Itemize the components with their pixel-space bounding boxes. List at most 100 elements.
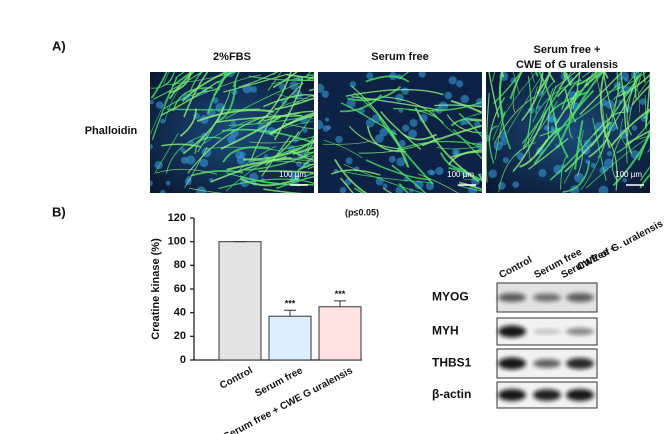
fiber [616,72,619,94]
fiber [436,145,482,150]
fiber [331,169,381,176]
nucleus [180,147,186,153]
fiber [574,120,584,170]
fiber [345,88,444,97]
fiber [155,168,218,175]
fiber [272,72,277,76]
fiber [593,111,625,136]
fiber [637,128,650,161]
fiber [223,73,288,93]
fiber [164,76,189,122]
fiber [579,72,624,115]
fiber [168,72,192,94]
blot-band [566,327,594,336]
nucleus [459,120,466,126]
nucleus [590,162,596,168]
fiber [558,72,572,89]
nucleus [538,168,547,178]
blot-band [533,359,561,368]
nucleus [322,125,330,132]
nucleus [335,135,343,144]
bar [218,241,262,361]
fiber [250,82,304,160]
fiber [353,92,410,168]
fiber [493,72,522,105]
fiber [238,72,279,88]
fiber [519,139,549,168]
nucleus [227,135,236,144]
blot-row-label: β-actin [432,387,471,401]
nucleus [476,141,482,150]
fiber [168,72,195,100]
fiber [261,135,291,177]
fiber [458,181,482,191]
fiber [572,72,581,109]
fiber [528,138,569,170]
fiber [160,80,219,116]
fiber [620,118,632,151]
fiber [286,73,314,80]
fiber [238,145,277,172]
blot-band [498,357,526,370]
fiber [197,90,231,153]
nucleus [239,151,246,158]
fiber [513,101,558,157]
fiber [343,163,424,193]
fiber [263,94,314,108]
blot-band [533,329,561,334]
nucleus [349,81,357,88]
blot-band [498,389,526,401]
nucleus [624,77,629,83]
nucleus [493,141,503,151]
fiber [592,117,607,181]
y-tick-label: 120 [168,212,186,224]
fiber [225,82,301,120]
fiber [506,73,544,134]
nucleus [444,91,453,100]
fiber [398,183,410,193]
fiber [279,142,314,151]
fiber [214,80,237,124]
fiber [228,114,311,126]
nucleus [435,166,444,176]
fiber [498,141,536,193]
nucleus [471,176,480,186]
fiber [184,146,208,188]
fiber [488,72,500,118]
nucleus [419,113,428,123]
fiber [431,109,482,149]
fiber [604,135,618,191]
fiber [154,133,179,174]
fiber [232,72,240,87]
fiber [299,163,314,170]
blot-band [533,389,561,401]
fiber [498,72,505,118]
fiber [610,108,650,147]
fiber [380,111,422,150]
bar [268,315,312,361]
fiber [458,112,482,138]
fiber [564,121,611,173]
nucleus [165,180,171,186]
fiber [287,112,314,120]
y-tick-label: 100 [168,236,186,248]
nucleus [160,189,166,193]
fiber [391,164,427,193]
fiber [222,146,270,163]
micrographs: 100 µm 100 µm 100 µm [150,72,650,193]
fiber [541,72,551,95]
fiber [163,88,221,110]
fiber [532,79,582,123]
fiber [521,72,568,144]
nucleus [318,83,325,93]
fiber [294,112,314,140]
nucleus [250,86,258,93]
micrograph-content [318,72,482,193]
fiber [647,147,650,153]
fiber [191,74,262,100]
fiber [183,72,209,118]
fiber [213,72,228,97]
fiber [283,121,314,129]
nucleus [160,118,166,124]
